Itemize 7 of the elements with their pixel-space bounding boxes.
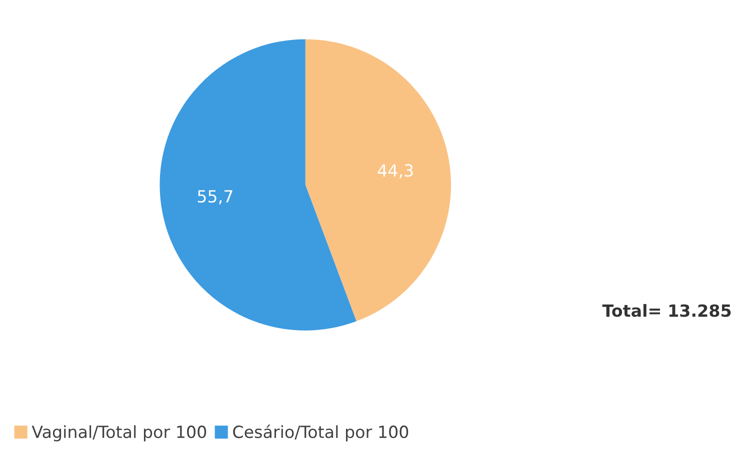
data-label: 44,3	[378, 164, 413, 178]
legend-label: Vaginal/Total por 100	[32, 425, 206, 442]
pie-slice	[305, 39, 451, 322]
text: Total= 13.285	[602, 304, 731, 317]
legend-label: Cesário/Total por 100	[233, 424, 408, 442]
pie-slice	[160, 39, 356, 330]
data-label: 55,7	[198, 190, 232, 204]
